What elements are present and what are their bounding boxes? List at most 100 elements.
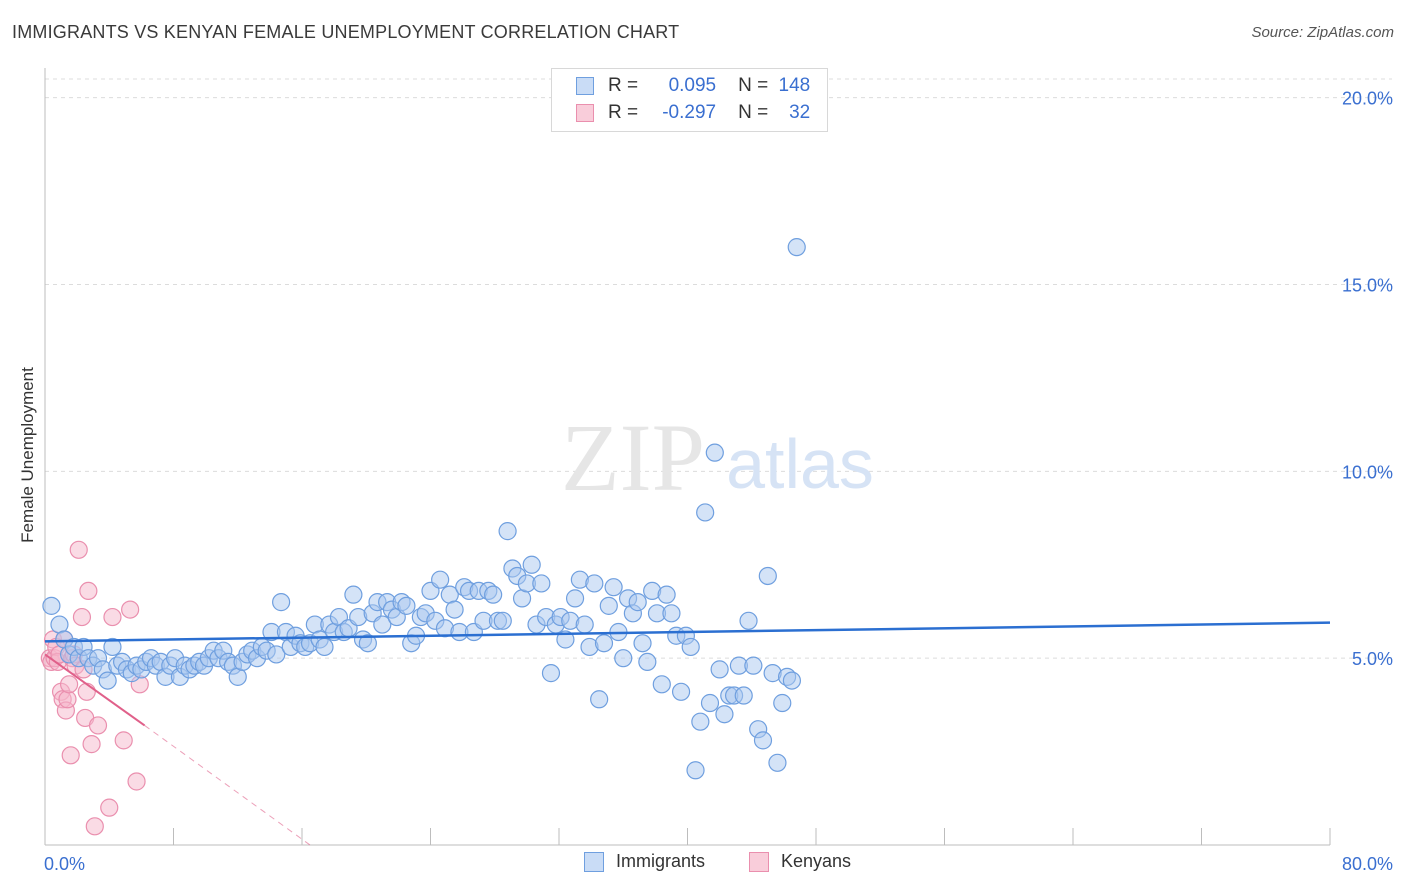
immigrants-point (628, 593, 647, 612)
immigrants-point (782, 671, 802, 690)
immigrants-point (652, 675, 671, 694)
watermark-atlas: atlas (726, 425, 874, 503)
immigrants-point (710, 660, 729, 679)
immigrants-point (373, 615, 392, 634)
kenyans-point (58, 690, 77, 709)
y-tick-label: 5.0% (1352, 649, 1393, 669)
r-label: R = (608, 75, 639, 96)
immigrants-point (498, 522, 517, 541)
immigrants-point (633, 634, 652, 653)
legend-label: Kenyans (781, 851, 852, 871)
legend-label: Immigrants (616, 851, 706, 871)
watermark-zip: ZIP (561, 404, 705, 511)
kenyans-trend-extension (144, 725, 311, 846)
chart-title: IMMIGRANTS VS KENYAN FEMALE UNEMPLOYMENT… (12, 22, 680, 42)
n-label: N = (738, 102, 769, 123)
stats-row-kenyans: R = -0.297 N = 32 (576, 100, 810, 126)
kenyans-point (103, 607, 122, 627)
stats-legend: R = 0.095 N = 148 R = -0.297 N = 32 (551, 68, 828, 132)
kenyans-point (127, 772, 146, 791)
immigrants-point (98, 671, 117, 690)
x-tick-label-max: 80.0% (1342, 854, 1393, 874)
immigrants-point (599, 596, 618, 615)
immigrants-point (575, 615, 594, 634)
source-label: Source: ZipAtlas.com (1251, 24, 1394, 41)
stats-row-immigrants: R = 0.095 N = 148 (576, 73, 810, 99)
immigrants-point (691, 712, 710, 731)
kenyans-point (61, 746, 80, 765)
immigrants-legend-swatch (584, 851, 604, 872)
immigrants-point (358, 634, 377, 653)
immigrants-point (753, 731, 773, 750)
immigrants-point (431, 570, 450, 589)
immigrants-trend-line (44, 621, 1331, 643)
immigrants-point (739, 611, 758, 630)
immigrants-point (556, 630, 575, 649)
immigrants-point (657, 585, 676, 604)
immigrants-point (541, 664, 561, 683)
immigrants-point (397, 596, 416, 615)
immigrants-point (484, 585, 503, 604)
immigrants-point (344, 585, 363, 604)
kenyans-point (85, 817, 104, 836)
immigrants-point (744, 656, 763, 675)
n-label: N = (738, 75, 769, 96)
immigrants-point (705, 443, 724, 462)
kenyans-point (59, 675, 79, 694)
y-tick-label: 20.0% (1342, 89, 1393, 109)
n-value: 148 (778, 75, 811, 96)
immigrants-point (758, 566, 777, 586)
immigrants-point (604, 578, 623, 597)
kenyans-point (77, 682, 96, 701)
n-value: 32 (789, 102, 811, 123)
immigrants-point (590, 690, 609, 709)
immigrants-point (715, 705, 734, 724)
immigrants-point (315, 637, 334, 657)
legend-item-immigrants[interactable]: Immigrants (584, 851, 705, 872)
immigrants-point (662, 604, 681, 623)
kenyans-point (88, 716, 108, 735)
trend-lines (44, 621, 1331, 846)
r-value: -0.297 (662, 102, 717, 123)
legend-item-kenyans[interactable]: Kenyans (749, 851, 851, 872)
kenyans-trend-line (44, 653, 146, 727)
kenyans-point (69, 540, 88, 559)
immigrants-point (103, 637, 122, 657)
immigrants-point (614, 649, 633, 668)
immigrants-point (787, 238, 806, 257)
kenyans-swatch (576, 104, 594, 122)
immigrants-point (734, 686, 753, 705)
immigrants-point (522, 555, 541, 574)
y-tick-label: 15.0% (1342, 276, 1393, 296)
kenyans-series (40, 540, 149, 836)
immigrants-point (565, 589, 585, 608)
immigrants-point (594, 634, 614, 653)
immigrants-point (671, 682, 691, 701)
immigrants-swatch (576, 77, 594, 95)
immigrants-point (773, 693, 792, 713)
immigrants-point (700, 693, 720, 713)
kenyans-legend-swatch (749, 851, 769, 872)
immigrants-point (445, 600, 464, 619)
kenyans-point (82, 735, 101, 754)
immigrants-point (768, 753, 787, 772)
series-legend: Immigrants Kenyans (0, 851, 1406, 877)
immigrants-point (638, 652, 657, 672)
watermark: ZIP atlas (561, 404, 874, 511)
kenyans-point (79, 581, 98, 601)
kenyans-point (100, 798, 119, 817)
immigrants-series (42, 238, 806, 780)
r-value: 0.095 (668, 75, 717, 96)
x-tick-label-min: 0.0% (44, 854, 85, 874)
immigrants-point (696, 503, 715, 522)
grid-lines (45, 78, 1392, 659)
immigrants-point (267, 645, 286, 664)
r-label: R = (608, 102, 639, 123)
immigrants-point (681, 637, 700, 657)
kenyans-point (72, 607, 92, 627)
y-tick-label: 10.0% (1342, 462, 1393, 482)
immigrants-point (532, 574, 551, 593)
immigrants-point (42, 596, 61, 615)
immigrants-point (493, 611, 512, 630)
